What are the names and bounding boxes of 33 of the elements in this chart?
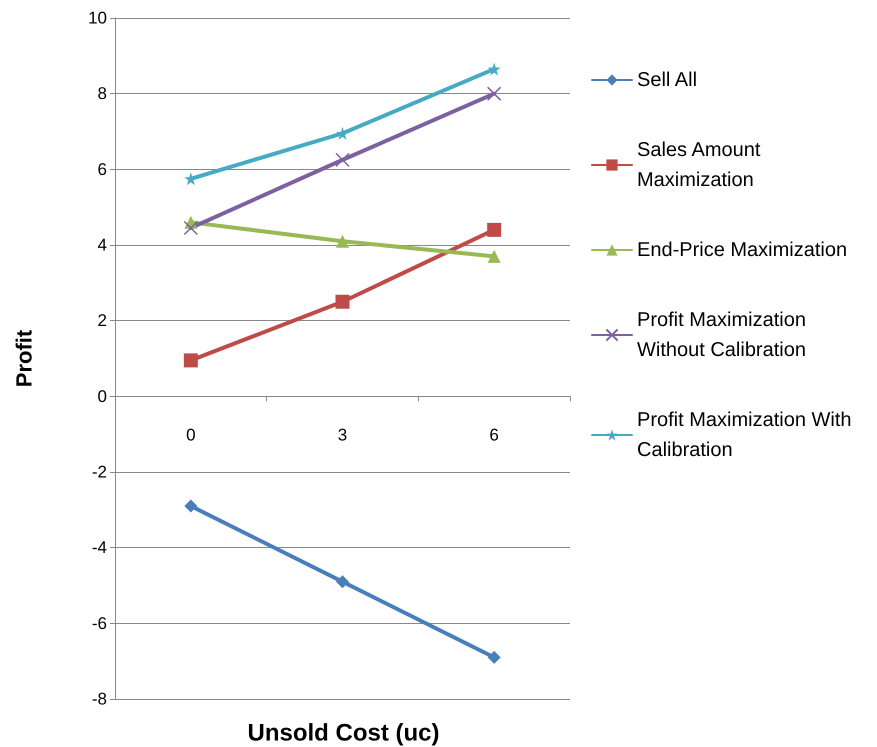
point: [488, 250, 501, 263]
point: [184, 353, 198, 368]
point: [336, 294, 350, 309]
point: [488, 62, 501, 76]
y-tick-label: 0: [98, 386, 107, 406]
x-tick-label: 6: [489, 425, 499, 444]
y-tick-label: 4: [98, 236, 107, 254]
y-tick-label: -2: [92, 462, 107, 482]
point: [488, 650, 501, 664]
point: [184, 220, 198, 236]
y-tick-label: -4: [92, 538, 107, 558]
y-tick-label: -8: [92, 690, 107, 708]
point: [486, 86, 502, 101]
y-axis-title: Profit: [12, 329, 36, 388]
y-tick-label: 6: [98, 160, 107, 179]
x-tick-label: 0: [186, 425, 196, 444]
point: [336, 234, 349, 248]
legend-label: Profit Maximization With Calibration: [637, 409, 858, 461]
point: [335, 152, 350, 168]
legend-label: Profit Maximization Without Calibration: [637, 309, 812, 361]
point: [487, 222, 502, 237]
point: [336, 575, 349, 588]
x-tick-label: 3: [338, 425, 348, 444]
y-tick-label: 2: [98, 311, 107, 330]
legend-label: End-Price Maximization: [637, 239, 848, 261]
x-axis-title: Unsold Cost (uc): [248, 720, 440, 746]
legend-label: Sales Amount Maximization: [637, 139, 766, 191]
y-tick-label: 8: [98, 84, 107, 104]
y-tick-label: -6: [92, 614, 107, 633]
legend-label: Sell All: [637, 69, 698, 91]
point: [336, 126, 349, 140]
y-tick-label: 10: [88, 8, 107, 28]
point: [184, 500, 198, 513]
